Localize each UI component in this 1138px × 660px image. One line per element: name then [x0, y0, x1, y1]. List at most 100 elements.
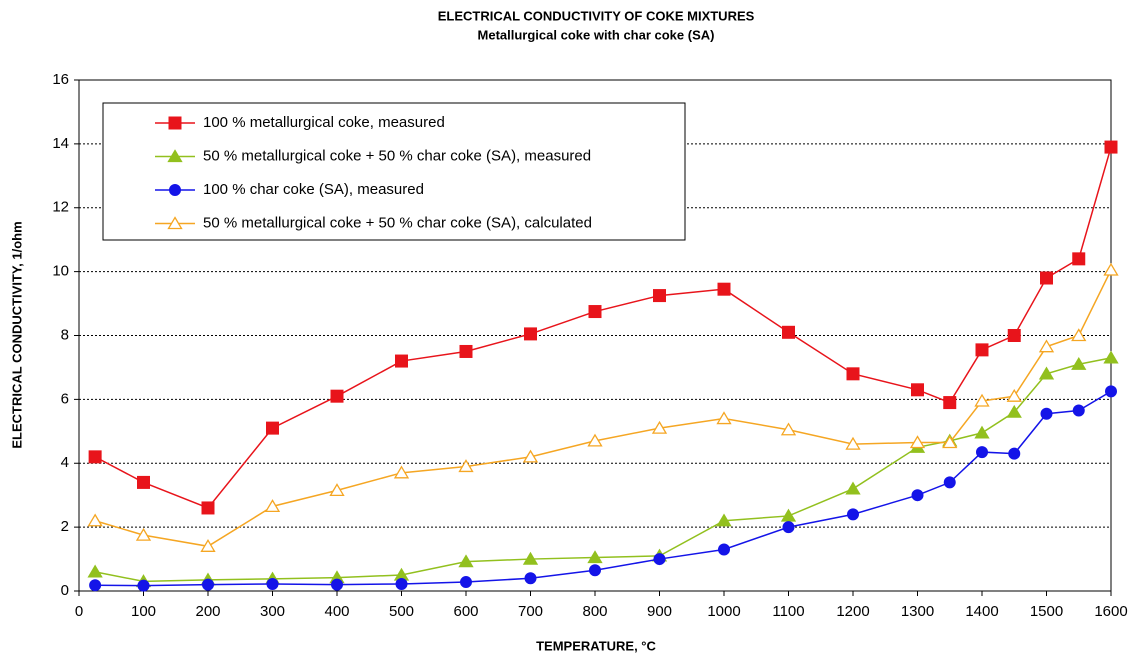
series-line — [94, 357, 1112, 583]
data-point — [780, 422, 797, 436]
chart-subtitle: Metallurgical coke with char coke (SA) — [478, 27, 715, 42]
y-tick-label: 8 — [61, 326, 69, 343]
data-point — [1105, 385, 1117, 398]
x-tick-label: 100 — [131, 603, 156, 620]
data-point — [137, 475, 150, 489]
data-point — [1103, 262, 1119, 276]
y-tick-label: 10 — [52, 263, 69, 280]
data-point — [1006, 388, 1022, 402]
data-point — [1040, 407, 1053, 420]
data-point — [653, 289, 666, 303]
data-point — [458, 554, 474, 568]
data-point — [1071, 328, 1087, 342]
x-tick-label: 1400 — [965, 603, 998, 620]
x-tick-label: 1200 — [836, 603, 869, 620]
x-tick-label: 1000 — [707, 603, 740, 620]
y-tick-label: 0 — [61, 582, 69, 599]
data-point — [87, 513, 103, 527]
data-point — [976, 446, 988, 459]
data-point — [89, 579, 102, 592]
data-point — [266, 421, 279, 435]
data-point — [911, 383, 924, 397]
data-point — [524, 327, 537, 341]
plot-frame — [78, 79, 1112, 592]
y-tick-label: 16 — [52, 71, 69, 88]
legend-label: 100 % metallurgical coke, measured — [203, 114, 445, 131]
x-axis-title: TEMPERATURE, °C — [536, 638, 656, 653]
data-point — [782, 521, 795, 534]
x-tick-label: 300 — [260, 603, 285, 620]
data-point — [459, 344, 473, 358]
data-point — [588, 305, 602, 319]
x-tick-label: 1100 — [772, 603, 804, 620]
data-point — [1008, 447, 1021, 460]
data-point — [522, 449, 539, 463]
data-point — [201, 501, 215, 515]
data-point — [589, 564, 601, 577]
data-point — [943, 476, 956, 489]
data-point — [587, 550, 603, 564]
data-point — [329, 483, 345, 497]
data-point — [974, 425, 990, 439]
data-point — [330, 389, 344, 403]
data-point — [975, 343, 989, 357]
data-point — [1038, 339, 1055, 353]
data-point — [716, 411, 732, 425]
data-point — [522, 551, 539, 565]
data-point — [780, 508, 797, 522]
legend-label: 100 % char coke (SA), measured — [203, 181, 424, 198]
legend-marker — [167, 149, 183, 163]
data-point — [1006, 404, 1022, 418]
data-point — [909, 435, 926, 449]
data-point — [202, 578, 214, 591]
data-point — [458, 459, 474, 473]
x-tick-label: 0 — [75, 603, 83, 620]
data-point — [651, 420, 668, 434]
data-point — [87, 564, 103, 578]
data-point — [1038, 366, 1055, 380]
data-point — [716, 513, 732, 527]
data-point — [1072, 252, 1086, 266]
x-tick-label: 900 — [647, 603, 672, 620]
data-point — [1007, 329, 1021, 342]
data-point — [393, 465, 410, 479]
data-point — [395, 354, 408, 368]
data-point — [587, 433, 603, 447]
y-tick-label: 2 — [61, 518, 69, 535]
data-point — [264, 499, 281, 513]
x-tick-label: 1600 — [1094, 603, 1127, 620]
legend-box — [102, 102, 686, 241]
data-point — [1071, 356, 1087, 370]
y-tick-label: 12 — [52, 199, 69, 216]
data-point — [135, 527, 152, 541]
legend-label: 50 % metallurgical coke + 50 % char coke… — [203, 147, 591, 164]
y-tick-label: 6 — [61, 390, 69, 407]
x-tick-label: 700 — [518, 603, 543, 620]
data-point — [137, 579, 150, 592]
data-point — [1072, 404, 1085, 417]
y-tick-label: 4 — [61, 454, 69, 471]
data-point — [718, 543, 730, 556]
data-point — [88, 450, 102, 464]
data-point — [653, 553, 666, 566]
data-point — [911, 489, 924, 502]
legend-marker — [168, 116, 182, 130]
legend-label: 50 % metallurgical coke + 50 % char coke… — [203, 214, 592, 231]
x-tick-label: 400 — [324, 603, 349, 620]
data-point — [524, 572, 537, 585]
data-point — [846, 367, 860, 381]
series-line — [94, 269, 1112, 548]
data-point — [845, 436, 861, 450]
legend-marker — [167, 216, 183, 230]
data-point — [460, 576, 472, 589]
series-line — [95, 390, 1112, 587]
x-tick-label: 1300 — [901, 603, 934, 620]
data-point — [847, 508, 859, 521]
data-point — [200, 539, 216, 552]
data-point — [266, 577, 279, 590]
y-tick-label: 14 — [52, 135, 69, 152]
x-tick-label: 500 — [389, 603, 414, 620]
data-point — [974, 393, 990, 407]
data-point — [845, 481, 861, 495]
